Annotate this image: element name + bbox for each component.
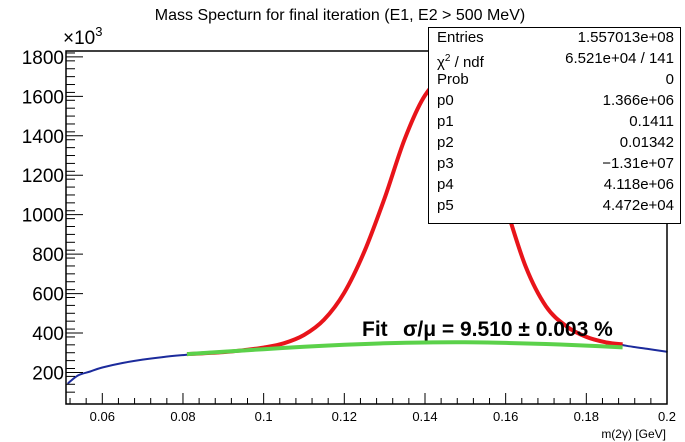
histogram-point	[162, 356, 164, 358]
plot-frame	[65, 50, 668, 405]
plot-area	[67, 75, 668, 385]
fit-annotation-text: σ/μ = 9.510 ± 0.003 %	[403, 318, 613, 341]
x-tick-label: 0.1	[255, 409, 273, 424]
x-tick-label: 0.18	[574, 409, 599, 424]
stats-label: χ2 / ndf	[437, 53, 484, 71]
x-tick-label: 0.14	[412, 409, 437, 424]
x-tick-label: 0.06	[90, 409, 115, 424]
stats-row: p3 −1.31e+07	[437, 155, 674, 173]
stats-label: p1	[437, 113, 454, 130]
y-tick-label: 400	[32, 324, 64, 345]
stats-label: p2	[437, 134, 454, 151]
stats-label: Prob	[437, 71, 469, 88]
stats-label: Entries	[437, 29, 484, 46]
histogram-point	[121, 362, 124, 364]
histogram-point	[101, 366, 104, 369]
histogram-point	[89, 370, 92, 373]
stats-value: 0.1411	[629, 113, 674, 130]
stats-label: p0	[437, 92, 454, 109]
histogram-point	[141, 358, 144, 361]
stats-row: p0 1.366e+06	[437, 92, 674, 110]
x-tick-label: 0.08	[170, 409, 195, 424]
x-tick-label: 0.16	[493, 409, 518, 424]
stats-row: p2 0.01342	[437, 134, 674, 152]
histogram-point	[625, 345, 628, 347]
x-tick-label: 0.2	[658, 409, 676, 424]
stats-value: −1.31e+07	[602, 155, 674, 172]
y-tick-label: 200	[32, 363, 64, 384]
fit-total-curve	[186, 75, 623, 357]
y-tick-label: 1000	[22, 206, 64, 227]
fit-annotation-prefix: Fit	[362, 318, 388, 341]
stats-label: p5	[437, 197, 454, 214]
stats-row: p5 4.472e+04	[437, 197, 674, 215]
stats-label: p3	[437, 155, 454, 172]
stats-value: 1.366e+06	[602, 92, 674, 109]
stats-value: 6.521e+04 / 141	[565, 50, 674, 67]
stats-row: χ2 / ndf 6.521e+04 / 141	[437, 50, 674, 71]
stats-row: p1 0.1411	[437, 113, 674, 131]
stats-box: Entries 1.557013e+08 χ2 / ndf 6.521e+04 / …	[428, 27, 681, 224]
y-tick-label: 1800	[22, 48, 64, 69]
chart-title: Mass Specturn for final iteration (E1, E…	[155, 7, 525, 24]
y-tick-label: 1400	[22, 127, 64, 148]
stats-value: 0.01342	[619, 134, 674, 151]
y-tick-label: 600	[32, 285, 64, 306]
stats-label: p4	[437, 176, 454, 193]
histogram-point	[646, 347, 648, 350]
y-tick-label: 1600	[22, 87, 64, 108]
stats-row: Entries 1.557013e+08	[437, 29, 674, 47]
y-exponent-label: ×103	[63, 24, 102, 49]
histogram-point	[182, 354, 184, 356]
stats-row: Prob 0	[437, 71, 674, 89]
stats-value: 4.118e+06	[603, 176, 674, 193]
histogram-point	[67, 382, 69, 385]
x-axis-label: m(2γ) [GeV]	[601, 427, 666, 441]
axes: 0.06 0.08 0.1 0.12 0.14 0.16 0.18 0.2 200 400 600 8…	[22, 48, 676, 424]
stats-value: 0	[665, 71, 674, 88]
histogram-point	[77, 374, 79, 377]
stats-row: p4 4.118e+06	[437, 176, 674, 194]
fit-annotation: Fit σ/μ = 9.510 ± 0.003 %	[362, 318, 613, 341]
stats-value: 1.557013e+08	[577, 29, 674, 46]
y-tick-label: 1200	[22, 166, 64, 187]
stats-value: 4.472e+04	[602, 197, 674, 214]
y-tick-label: 800	[32, 245, 64, 266]
x-tick-label: 0.12	[332, 409, 357, 424]
fit-background-curve	[186, 340, 623, 357]
